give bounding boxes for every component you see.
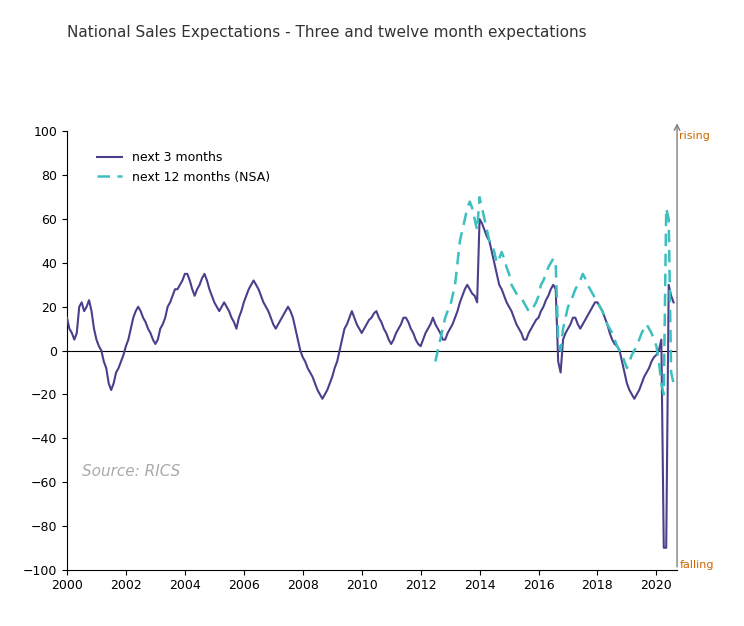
- Text: National Sales Expectations - Three and twelve month expectations: National Sales Expectations - Three and …: [67, 25, 586, 40]
- Text: rising: rising: [679, 131, 711, 141]
- Text: Sales Expectations: Sales Expectations: [291, 103, 453, 118]
- Legend: next 3 months, next 12 months (NSA): next 3 months, next 12 months (NSA): [92, 146, 275, 188]
- Text: Source: RICS: Source: RICS: [82, 464, 180, 478]
- Text: falling: falling: [679, 560, 714, 570]
- Text: Net balance, %, SA: Net balance, %, SA: [79, 104, 212, 116]
